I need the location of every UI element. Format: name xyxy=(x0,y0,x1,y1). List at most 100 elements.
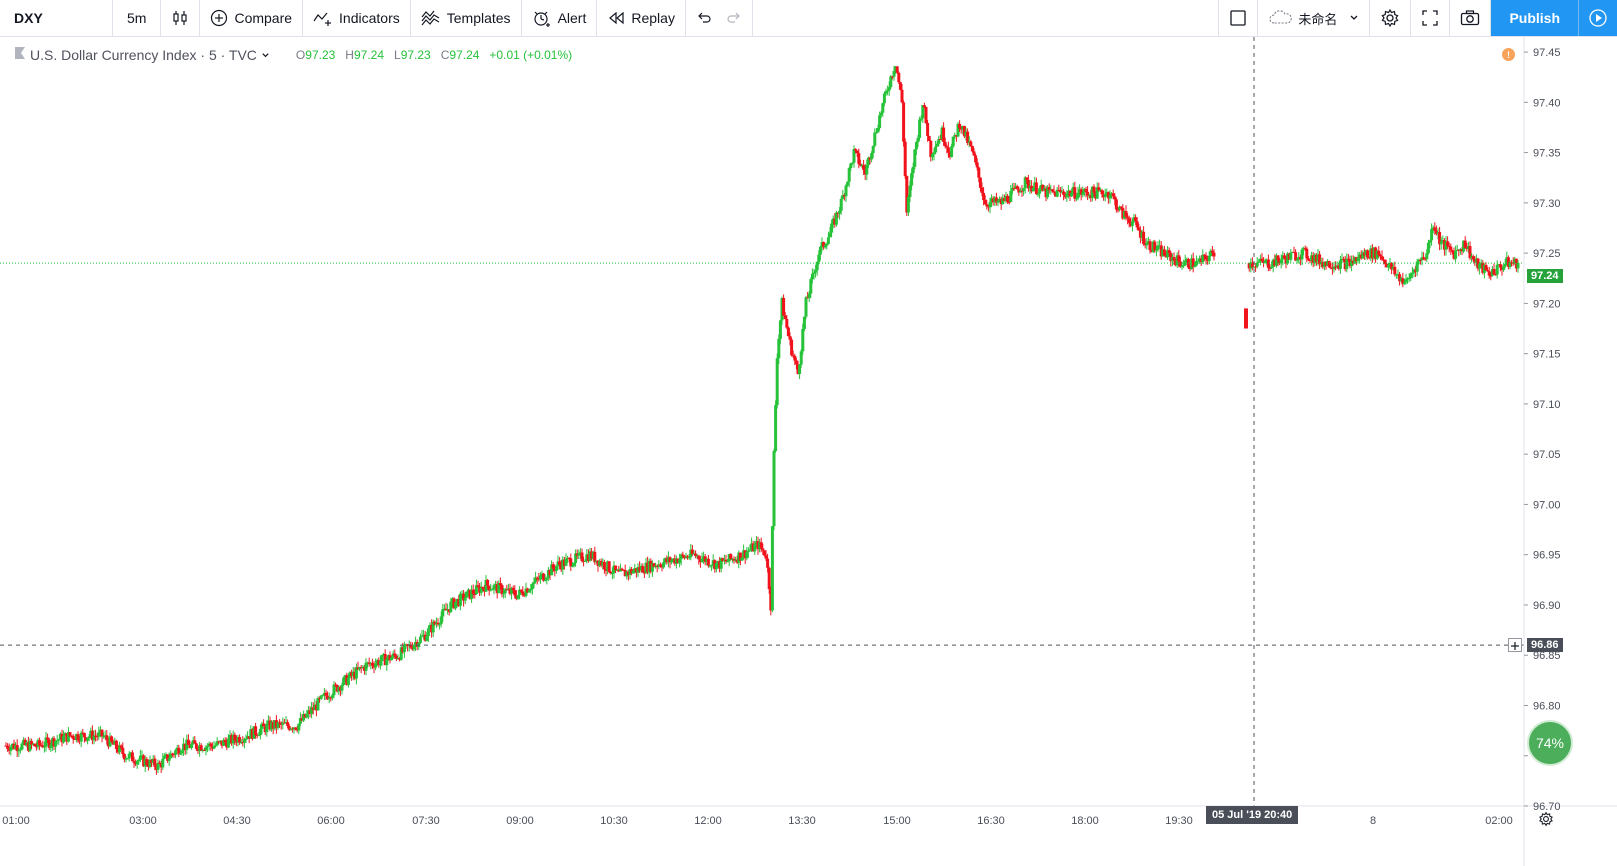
candle-body xyxy=(926,123,930,137)
candle-body xyxy=(340,685,344,691)
candle-body xyxy=(1454,250,1458,259)
candle-body xyxy=(1455,249,1459,251)
candle-body xyxy=(527,590,531,593)
candle-body xyxy=(1191,258,1195,268)
candle-body xyxy=(686,556,690,558)
candle-body xyxy=(70,735,74,737)
candle-body xyxy=(30,741,34,745)
candle-body xyxy=(540,573,544,576)
candle-body xyxy=(794,360,798,365)
low-value: 97.23 xyxy=(400,47,431,62)
templates-button[interactable]: Templates xyxy=(411,0,522,36)
candle-body xyxy=(1154,249,1158,251)
candle-body xyxy=(242,739,246,743)
templates-icon xyxy=(421,9,441,27)
candle-body xyxy=(1207,255,1211,262)
crosshair-plus-icon[interactable] xyxy=(1508,638,1522,652)
candle-body xyxy=(1298,257,1302,260)
play-button[interactable] xyxy=(1578,0,1617,36)
candle-body xyxy=(441,609,445,617)
price-chart[interactable]: 97.45 97.40 97.35 97.30 97.25 97.20 97.15 97.10… xyxy=(0,37,1617,866)
candle-body xyxy=(1484,264,1488,271)
candle-body xyxy=(1175,255,1179,266)
chevron-down-icon[interactable] xyxy=(261,47,270,63)
candle-body xyxy=(841,195,845,199)
candle-body xyxy=(873,132,877,146)
replay-button[interactable]: Replay xyxy=(597,0,686,36)
candle-body xyxy=(636,567,640,573)
candle-body xyxy=(962,125,966,137)
candle-body xyxy=(950,146,954,158)
indicators-button[interactable]: Indicators xyxy=(303,0,411,36)
candle-body xyxy=(580,552,584,561)
candle-body xyxy=(148,759,152,767)
candle-body xyxy=(1361,252,1365,259)
candle-body xyxy=(798,364,802,374)
percent-widget[interactable]: 74% xyxy=(1527,720,1573,766)
candle-body xyxy=(4,745,8,747)
fullscreen-button[interactable] xyxy=(1411,0,1451,36)
candle-body xyxy=(135,761,139,765)
candle-body xyxy=(614,565,618,571)
candle-body xyxy=(212,746,216,749)
candle-body xyxy=(52,738,56,747)
candle-body xyxy=(330,695,334,698)
candle-body xyxy=(1153,241,1157,251)
candle-body xyxy=(1449,246,1453,251)
candle-body xyxy=(668,557,672,563)
candle-body xyxy=(484,579,488,592)
candle-body xyxy=(1458,249,1462,252)
candle-body xyxy=(167,758,171,761)
candle-body xyxy=(815,261,819,271)
candle-body xyxy=(15,744,19,752)
candle-body xyxy=(1350,260,1354,267)
alert-dot-icon[interactable]: ! xyxy=(1502,48,1515,61)
candle-body xyxy=(522,595,526,597)
chart-style-button[interactable] xyxy=(161,0,201,36)
gear-icon[interactable] xyxy=(1538,811,1554,832)
candle-body xyxy=(674,558,678,564)
candle-body xyxy=(967,141,971,144)
fullscreen-layout-button[interactable] xyxy=(1218,0,1259,36)
candle-body xyxy=(1071,187,1075,193)
candle-body xyxy=(1090,186,1094,199)
candle-body xyxy=(321,695,325,697)
candle-body xyxy=(839,198,843,211)
candle-body xyxy=(844,185,848,197)
candle-body xyxy=(921,105,925,119)
candle-body xyxy=(1026,179,1030,189)
snapshot-button[interactable] xyxy=(1450,0,1492,36)
symbol-search-button[interactable]: DXY xyxy=(0,0,113,36)
candle-body xyxy=(220,740,224,746)
candle-body xyxy=(41,745,45,748)
interval-button[interactable]: 5m xyxy=(113,0,162,36)
settings-button[interactable] xyxy=(1370,0,1412,36)
candle-body xyxy=(20,743,24,750)
candle-body xyxy=(519,589,523,592)
layout-name-button[interactable]: 未命名 xyxy=(1258,0,1371,36)
undo-icon[interactable] xyxy=(696,10,712,26)
candle-body xyxy=(1060,191,1064,193)
candle-body xyxy=(644,562,648,574)
candle-body xyxy=(1212,252,1216,257)
candle-body xyxy=(81,732,85,734)
x-tick-label: 06:00 xyxy=(317,815,345,827)
candle-body xyxy=(182,743,186,751)
alert-button[interactable]: Alert xyxy=(522,0,598,36)
candle-body xyxy=(1201,254,1205,263)
candle-body xyxy=(718,560,722,569)
candle-body xyxy=(226,738,230,748)
candle-body xyxy=(606,561,610,571)
candle-body xyxy=(18,749,22,751)
redo-icon[interactable] xyxy=(726,10,742,26)
candle-body xyxy=(1294,252,1298,261)
candle-body xyxy=(337,687,341,692)
candle-body xyxy=(100,729,104,737)
publish-button[interactable]: Publish xyxy=(1491,0,1578,36)
candle-body xyxy=(372,665,376,668)
candle-body xyxy=(1097,187,1101,191)
candle-body xyxy=(446,609,450,611)
candle-body xyxy=(1494,274,1498,276)
symbol-title[interactable]: U.S. Dollar Currency Index · 5 · TVC xyxy=(30,46,257,63)
compare-button[interactable]: Compare xyxy=(200,0,304,36)
